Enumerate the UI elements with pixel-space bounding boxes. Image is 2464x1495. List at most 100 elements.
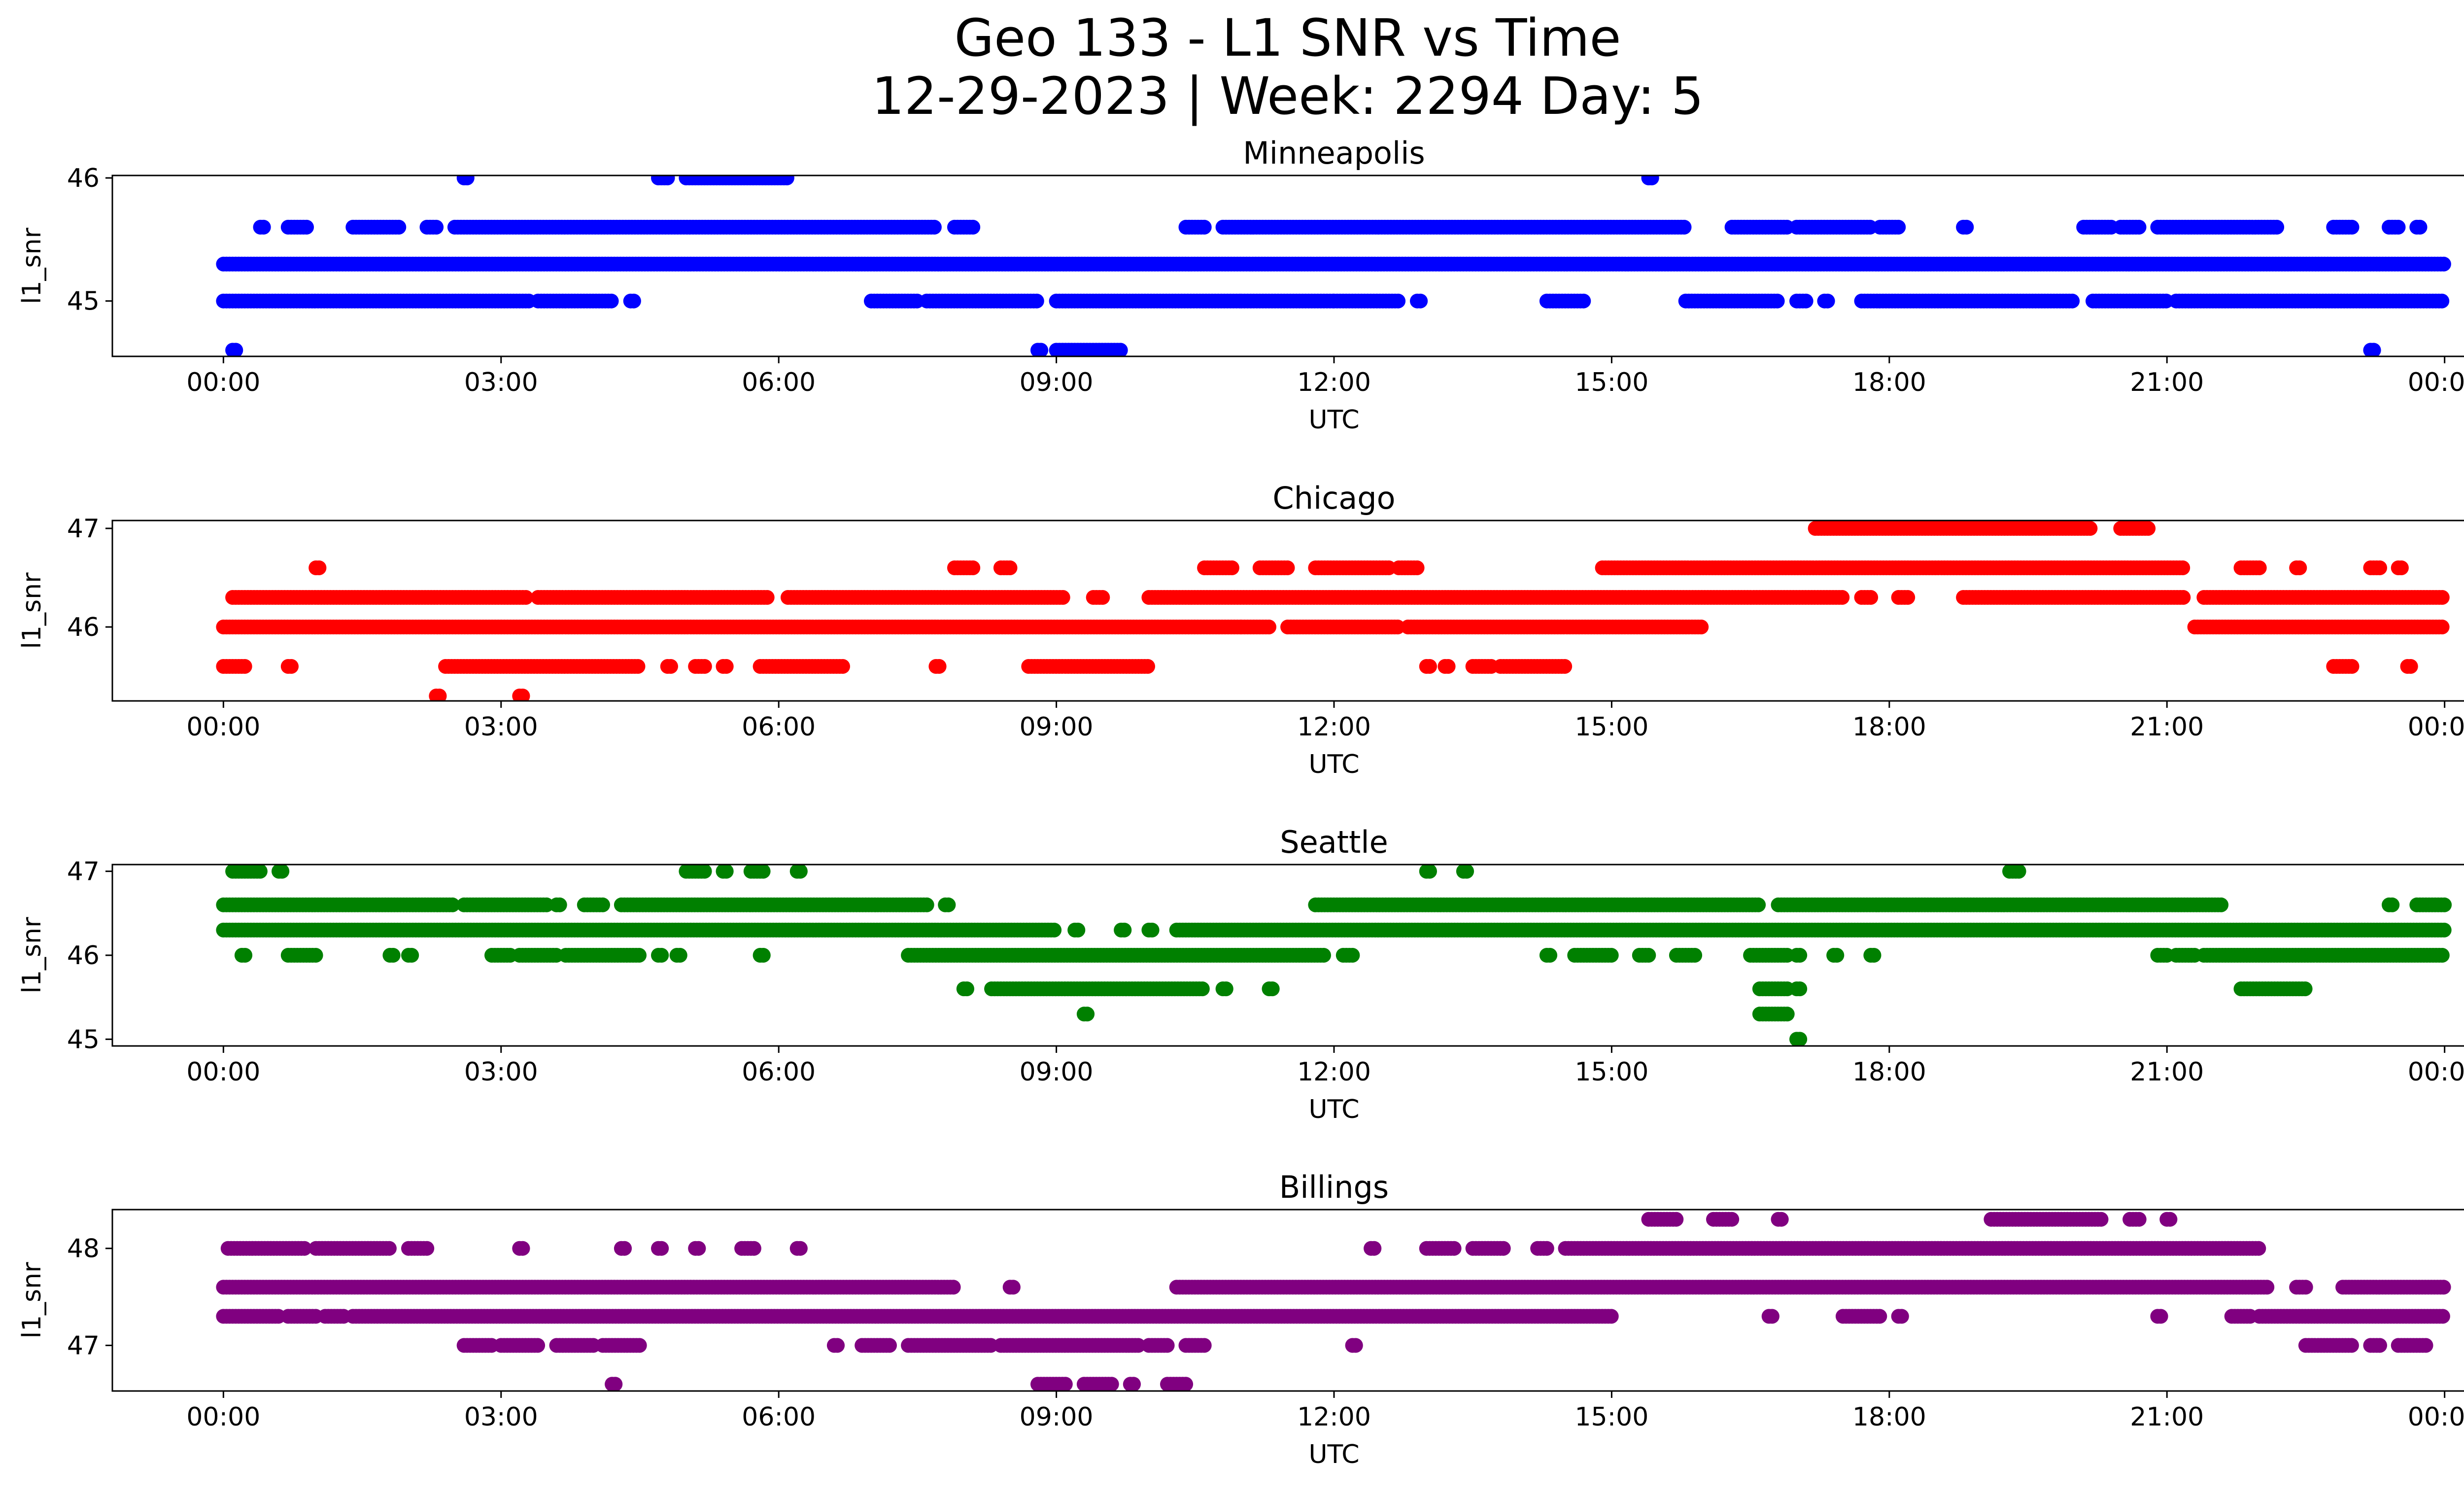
data-point: [2434, 620, 2450, 634]
data-point: [1422, 659, 1437, 674]
data-point: [391, 219, 407, 235]
data-point: [238, 948, 253, 963]
data-point: [630, 659, 646, 674]
data-point: [284, 659, 299, 674]
data-point: [2131, 219, 2147, 235]
data-point: [404, 948, 419, 963]
figure-title: Geo 133 - L1 SNR vs Time 12-29-2023 | We…: [0, 9, 2464, 125]
data-point: [2141, 521, 2156, 536]
data-point: [626, 293, 641, 309]
x-tick-label: 00:00: [186, 368, 260, 397]
x-tick-label: 06:00: [742, 368, 816, 397]
data-point: [1117, 922, 1132, 938]
subplot-chicago: 00:00 03:00 06:00 09:00 12:00 15:00 18:00 21:00…: [17, 480, 2464, 779]
x-tick-label: 00:00: [2408, 712, 2464, 742]
data-point: [919, 897, 934, 912]
figure-title-line-2: 12-29-2023 | Week: 2294 Day: 5: [871, 66, 1704, 126]
data-point: [2434, 293, 2450, 309]
data-point: [965, 560, 981, 575]
y-tick-label: 46: [67, 613, 100, 642]
data-point: [931, 659, 947, 674]
marker-group: [216, 865, 2452, 1046]
data-point: [660, 175, 675, 185]
data-point: [2436, 922, 2452, 938]
data-point: [299, 219, 314, 235]
data-point: [941, 897, 956, 912]
data-point: [1055, 590, 1070, 605]
x-tick-label: 06:00: [742, 712, 816, 742]
x-axis-label: UTC: [1308, 750, 1359, 779]
data-point: [2412, 219, 2428, 235]
x-tick-label: 15:00: [1574, 368, 1648, 397]
data-point: [1113, 343, 1128, 356]
x-tick-label: 15:00: [1574, 712, 1648, 742]
data-point: [2214, 897, 2229, 912]
x-tick-label: 21:00: [2130, 712, 2204, 742]
data-point: [1835, 590, 1850, 605]
marker-group: [216, 521, 2450, 701]
data-point: [1095, 590, 1110, 605]
subplot-seattle: 00:00 03:00 06:00 09:00 12:00 15:00 18:00 21:00…: [17, 824, 2464, 1124]
data-point: [1644, 175, 1659, 185]
data-point: [515, 689, 530, 701]
data-point: [2436, 256, 2451, 272]
data-point: [1576, 293, 1591, 309]
x-tick-label: 09:00: [1020, 712, 1094, 742]
data-point: [2391, 219, 2406, 235]
plot-frame: [111, 520, 2464, 702]
x-tick-label: 12:00: [1297, 368, 1371, 397]
data-point: [1140, 659, 1155, 674]
data-point: [1413, 293, 1428, 309]
data-point: [965, 219, 981, 235]
figure-title-line-1: Geo 133 - L1 SNR vs Time: [954, 8, 1621, 68]
data-point: [539, 897, 554, 912]
data-point: [1557, 659, 1573, 674]
y-axis-label: l1_snr: [17, 227, 47, 304]
data-point: [2394, 560, 2409, 575]
data-point: [1033, 343, 1049, 356]
x-tick-label: 12:00: [1297, 712, 1371, 742]
data-point: [697, 659, 712, 674]
data-point: [2372, 560, 2387, 575]
data-point: [432, 689, 447, 701]
data-point: [2344, 659, 2360, 674]
data-point: [1391, 293, 1406, 309]
data-point: [308, 948, 323, 963]
data-point: [2344, 219, 2360, 235]
data-point: [835, 659, 850, 674]
x-tick-label: 00:00: [2408, 368, 2464, 397]
y-axis-label: l1_snr: [17, 572, 47, 649]
x-axis-label: UTC: [1308, 405, 1359, 435]
data-point: [459, 175, 475, 185]
data-point: [2434, 590, 2450, 605]
y-tick-label: 46: [67, 164, 100, 193]
data-point: [1047, 922, 1062, 938]
data-point: [429, 219, 444, 235]
data-point: [604, 293, 619, 309]
data-point: [1144, 922, 1160, 938]
subplot-title: Chicago: [1272, 480, 1395, 516]
data-point: [1694, 620, 1709, 634]
data-point: [1197, 219, 1212, 235]
x-tick-label: 18:00: [1852, 368, 1926, 397]
marker-group: [216, 175, 2451, 356]
data-point: [2175, 560, 2190, 575]
data-point: [552, 897, 567, 912]
x-tick-label: 03:00: [464, 368, 538, 397]
data-point: [237, 659, 252, 674]
data-point: [256, 219, 271, 235]
data-point: [672, 948, 687, 963]
data-point: [755, 948, 771, 963]
data-point: [926, 219, 942, 235]
data-point: [1900, 590, 1916, 605]
data-point: [719, 659, 734, 674]
data-point: [2366, 343, 2381, 356]
data-point: [1280, 560, 1295, 575]
data-point: [228, 343, 243, 356]
y-tick-label: 47: [67, 514, 100, 544]
data-point: [1770, 293, 1785, 309]
data-point: [1002, 560, 1018, 575]
data-point: [1798, 293, 1814, 309]
data-point: [2176, 590, 2191, 605]
